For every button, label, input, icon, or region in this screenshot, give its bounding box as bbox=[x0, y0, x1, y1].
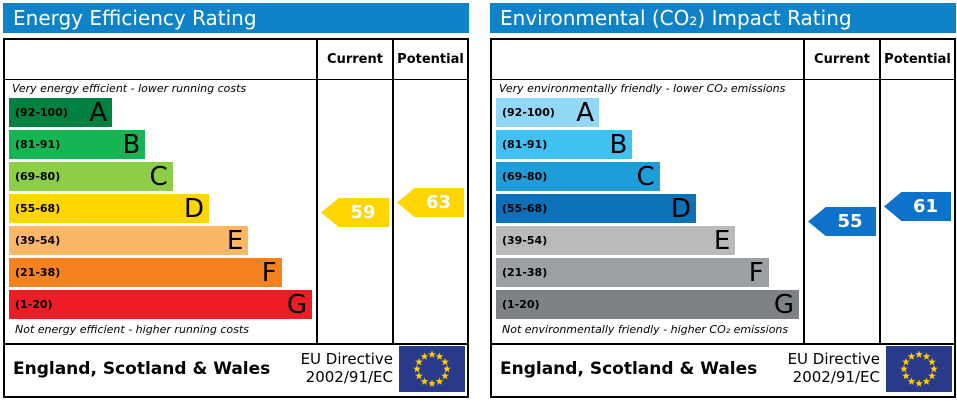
current-rating-arrow: 55 bbox=[808, 207, 876, 236]
band-f: (21-38) F bbox=[9, 258, 282, 287]
region-label: England, Scotland & Wales bbox=[13, 359, 271, 379]
band-range-label: (69-80) bbox=[15, 170, 61, 183]
current-value-column: 59 bbox=[316, 80, 392, 343]
eu-directive-label: EU Directive 2002/91/EC bbox=[301, 351, 393, 386]
band-letter: F bbox=[261, 257, 277, 288]
band-range-label: (81-91) bbox=[15, 138, 61, 151]
region-label: England, Scotland & Wales bbox=[500, 359, 758, 379]
band-range-label: (55-68) bbox=[15, 202, 61, 215]
band-range-label: (92-100) bbox=[15, 106, 68, 119]
environmental-impact-panel: Environmental (CO₂) Impact Rating Curren… bbox=[490, 3, 956, 398]
band-range-label: (55-68) bbox=[502, 202, 548, 215]
band-letter: C bbox=[636, 161, 655, 192]
current-rating-value: 59 bbox=[350, 202, 376, 223]
band-d: (55-68) D bbox=[496, 194, 696, 223]
band-letter: A bbox=[89, 97, 108, 128]
band-range-label: (21-38) bbox=[502, 266, 548, 279]
current-value-column: 55 bbox=[803, 80, 879, 343]
top-note: Very energy efficient - lower running co… bbox=[12, 82, 247, 95]
eu-flag-icon bbox=[399, 346, 465, 392]
eu-directive-label: EU Directive 2002/91/EC bbox=[788, 351, 880, 386]
current-column-header: Current bbox=[316, 40, 392, 79]
band-letter: G bbox=[773, 289, 794, 320]
band-letter: E bbox=[713, 225, 731, 256]
band-f: (21-38) F bbox=[496, 258, 769, 287]
band-c: (69-80) C bbox=[9, 162, 173, 191]
potential-rating-arrow: 61 bbox=[884, 192, 951, 221]
current-column-header: Current bbox=[803, 40, 879, 79]
panel-title: Environmental (CO₂) Impact Rating bbox=[490, 3, 956, 33]
current-rating-value: 55 bbox=[837, 211, 863, 232]
eu-directive-line2: 2002/91/EC bbox=[305, 368, 393, 386]
spacer-cell bbox=[492, 40, 803, 79]
energy-efficiency-panel: Energy Efficiency Rating Current Potenti… bbox=[3, 3, 469, 398]
band-letter: D bbox=[670, 193, 691, 224]
potential-rating-value: 63 bbox=[425, 192, 452, 213]
band-a: (92-100) A bbox=[496, 97, 600, 128]
eu-directive-line1: EU Directive bbox=[300, 350, 393, 369]
band-letter: A bbox=[576, 97, 595, 128]
band-letter: B bbox=[609, 129, 628, 160]
band-g: (1-20) G bbox=[9, 290, 312, 319]
band-range-label: (39-54) bbox=[502, 234, 548, 247]
chart-row: Very environmentally friendly - lower CO… bbox=[492, 80, 954, 343]
band-g: (1-20) G bbox=[496, 290, 799, 319]
band-letter: B bbox=[122, 129, 141, 160]
bottom-note: Not energy efficient - higher running co… bbox=[15, 323, 249, 336]
band-range-label: (92-100) bbox=[502, 106, 555, 119]
footer-row: England, Scotland & Wales EU Directive 2… bbox=[492, 343, 954, 393]
band-letter: D bbox=[183, 193, 204, 224]
bands-area: Very environmentally friendly - lower CO… bbox=[492, 80, 803, 343]
band-letter: G bbox=[286, 289, 307, 320]
potential-column-header: Potential bbox=[392, 40, 467, 79]
column-header-row: Current Potential bbox=[5, 40, 467, 80]
band-b: (81-91) B bbox=[496, 129, 633, 160]
band-letter: F bbox=[748, 257, 764, 288]
band-c: (69-80) C bbox=[496, 162, 660, 191]
potential-column-header: Potential bbox=[879, 40, 954, 79]
top-note: Very environmentally friendly - lower CO… bbox=[499, 82, 786, 95]
potential-value-column: 63 bbox=[392, 80, 467, 343]
panel-title: Energy Efficiency Rating bbox=[3, 3, 469, 33]
band-letter: C bbox=[149, 161, 168, 192]
eu-flag-icon bbox=[886, 346, 952, 392]
band-range-label: (1-20) bbox=[15, 298, 53, 311]
eu-directive-line2: 2002/91/EC bbox=[792, 368, 880, 386]
band-e: (39-54) E bbox=[496, 225, 736, 256]
eu-directive-line1: EU Directive bbox=[787, 350, 880, 369]
band-range-label: (1-20) bbox=[502, 298, 540, 311]
band-letter: E bbox=[226, 225, 244, 256]
band-range-label: (21-38) bbox=[15, 266, 61, 279]
chart-row: Very energy efficient - lower running co… bbox=[5, 80, 467, 343]
rating-table: Current Potential Very environmentally f… bbox=[490, 38, 956, 398]
band-b: (81-91) B bbox=[9, 129, 146, 160]
bands-area: Very energy efficient - lower running co… bbox=[5, 80, 316, 343]
spacer-cell bbox=[5, 40, 316, 79]
band-range-label: (81-91) bbox=[502, 138, 548, 151]
potential-rating-arrow: 63 bbox=[397, 188, 464, 217]
current-rating-arrow: 59 bbox=[321, 198, 389, 227]
footer-row: England, Scotland & Wales EU Directive 2… bbox=[5, 343, 467, 393]
band-e: (39-54) E bbox=[9, 225, 249, 256]
band-d: (55-68) D bbox=[9, 194, 209, 223]
band-a: (92-100) A bbox=[9, 97, 113, 128]
band-range-label: (69-80) bbox=[502, 170, 548, 183]
rating-table: Current Potential Very energy efficient … bbox=[3, 38, 469, 398]
bottom-note: Not environmentally friendly - higher CO… bbox=[502, 323, 789, 336]
potential-value-column: 61 bbox=[879, 80, 954, 343]
column-header-row: Current Potential bbox=[492, 40, 954, 80]
band-range-label: (39-54) bbox=[15, 234, 61, 247]
potential-rating-value: 61 bbox=[912, 196, 939, 217]
